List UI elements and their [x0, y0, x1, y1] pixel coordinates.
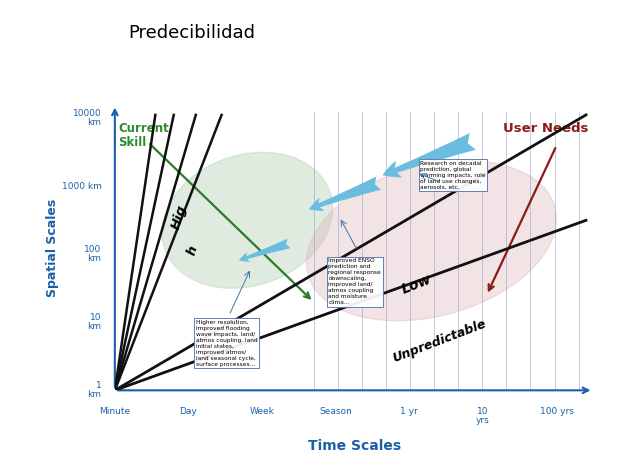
Ellipse shape — [306, 160, 556, 321]
Text: 100
km: 100 km — [84, 245, 101, 263]
Text: 100 yrs: 100 yrs — [540, 407, 574, 416]
Text: Current
Skill: Current Skill — [119, 122, 169, 149]
Text: 10
yrs: 10 yrs — [476, 407, 490, 425]
Text: Higher resolution,
improved flooding
wave impacts, land/
atmos coupling, land
in: Higher resolution, improved flooding wav… — [196, 319, 258, 367]
Ellipse shape — [162, 152, 332, 288]
Text: Predecibilidad: Predecibilidad — [128, 24, 255, 42]
Text: Low: Low — [399, 273, 434, 298]
Text: Minute: Minute — [100, 407, 130, 416]
Text: User Needs: User Needs — [503, 122, 588, 135]
Text: Improved ENSO
prediction and
regional response
downscaling,
improved land/
atmos: Improved ENSO prediction and regional re… — [329, 258, 381, 305]
Text: Day: Day — [179, 407, 197, 416]
Text: Research on decadal
prediction, global
warming impacts, role
of land use changes: Research on decadal prediction, global w… — [420, 161, 486, 190]
Text: Unpredictable: Unpredictable — [390, 317, 487, 365]
Text: 10000
km: 10000 km — [73, 109, 101, 127]
Text: 1000 km: 1000 km — [62, 182, 101, 191]
Text: Spatial Scales: Spatial Scales — [46, 198, 59, 297]
Text: 10
km: 10 km — [87, 313, 101, 331]
Text: Time Scales: Time Scales — [308, 439, 401, 453]
Text: Week: Week — [249, 407, 274, 416]
Text: Hig: Hig — [170, 203, 189, 231]
Text: 1
km: 1 km — [87, 381, 101, 399]
Text: Season: Season — [319, 407, 352, 416]
Text: h: h — [184, 245, 200, 258]
Text: 1 yr: 1 yr — [401, 407, 418, 416]
